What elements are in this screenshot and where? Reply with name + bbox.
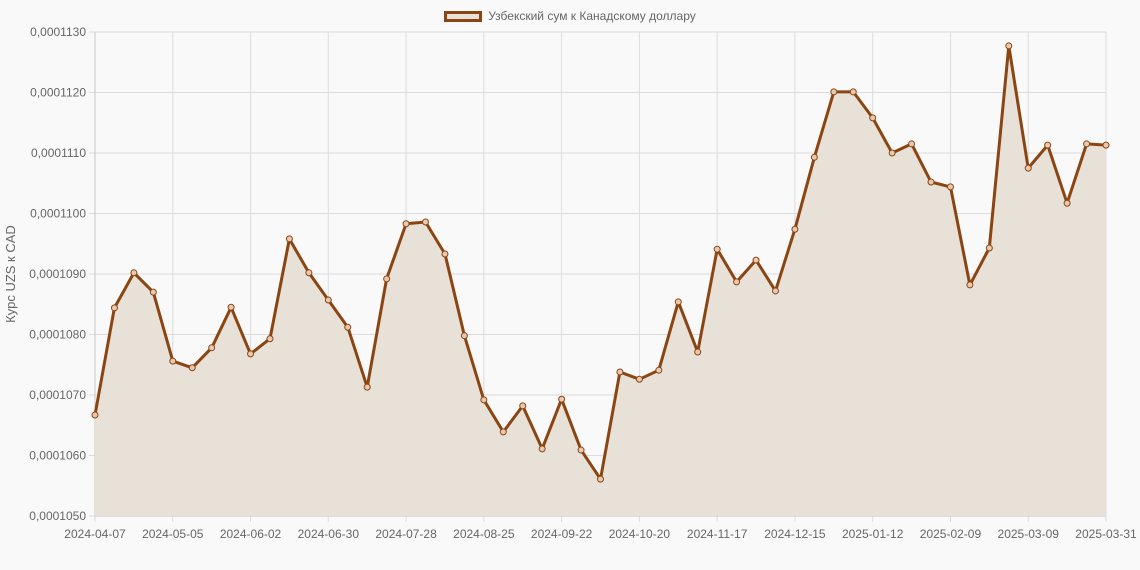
x-tick-label: 2025-03-31 <box>1075 527 1137 541</box>
data-point[interactable] <box>383 275 391 283</box>
x-tick-label: 2024-12-15 <box>764 527 826 541</box>
data-point[interactable] <box>810 153 818 161</box>
data-point[interactable] <box>771 287 779 295</box>
x-tick-label: 2025-02-09 <box>920 527 982 541</box>
data-point[interactable] <box>888 149 896 157</box>
data-point[interactable] <box>519 402 527 410</box>
data-point[interactable] <box>305 269 313 277</box>
data-point[interactable] <box>227 303 235 311</box>
x-tick-label: 2024-10-20 <box>609 527 671 541</box>
x-tick-label: 2024-09-22 <box>531 527 593 541</box>
data-point[interactable] <box>1083 140 1091 148</box>
data-point[interactable] <box>1102 141 1110 149</box>
y-tick-label: 0,0001080 <box>29 328 86 342</box>
y-tick-label: 0,0001130 <box>30 25 86 39</box>
x-tick-label: 2025-03-09 <box>998 527 1060 541</box>
data-point[interactable] <box>460 332 468 340</box>
x-tick-label: 2024-08-25 <box>453 527 515 541</box>
data-points <box>91 42 1110 483</box>
chart-legend[interactable]: Узбекский сум к Канадскому доллару <box>0 6 1140 26</box>
data-point[interactable] <box>733 278 741 286</box>
data-point[interactable] <box>402 220 410 228</box>
data-point[interactable] <box>927 178 935 186</box>
data-point[interactable] <box>538 445 546 453</box>
legend-swatch <box>444 10 483 22</box>
data-point[interactable] <box>849 88 857 96</box>
data-point[interactable] <box>324 296 332 304</box>
x-tick-label: 2024-11-17 <box>687 527 748 541</box>
data-point[interactable] <box>1005 42 1013 50</box>
x-tick-label: 2024-04-07 <box>64 527 126 541</box>
legend-label: Узбекский сум к Канадскому доллару <box>488 9 696 23</box>
data-point[interactable] <box>655 366 663 374</box>
data-point[interactable] <box>635 375 643 383</box>
area-fill <box>95 45 1106 517</box>
data-point[interactable] <box>1044 141 1052 149</box>
y-tick-label: 0,0001110 <box>31 146 86 160</box>
data-point[interactable] <box>908 140 916 148</box>
data-point[interactable] <box>149 288 157 296</box>
data-point[interactable] <box>130 269 138 277</box>
data-point[interactable] <box>694 348 702 356</box>
data-point[interactable] <box>422 218 430 226</box>
x-tick-label: 2025-01-12 <box>842 527 904 541</box>
y-tick-label: 0,0001120 <box>30 86 86 100</box>
data-point[interactable] <box>985 244 993 252</box>
data-point[interactable] <box>1024 164 1032 172</box>
data-point[interactable] <box>1063 199 1071 207</box>
y-tick-label: 0,0001090 <box>29 267 86 281</box>
x-tick-label: 2024-05-05 <box>142 527 204 541</box>
data-point[interactable] <box>946 183 954 191</box>
x-axis-ticks: 2024-04-07 2024-05-05 2024-06-02 2024-06-30… <box>64 527 1137 541</box>
y-tick-label: 0,0001050 <box>29 509 86 523</box>
data-point[interactable] <box>441 250 449 258</box>
data-point[interactable] <box>266 335 274 343</box>
data-point[interactable] <box>363 383 371 391</box>
y-tick-label: 0,0001100 <box>30 207 86 221</box>
data-point[interactable] <box>208 344 216 352</box>
data-point[interactable] <box>577 446 585 454</box>
x-tick-label: 2024-07-28 <box>375 527 437 541</box>
data-point[interactable] <box>674 298 682 306</box>
data-point[interactable] <box>713 245 721 253</box>
data-point[interactable] <box>499 428 507 436</box>
data-point[interactable] <box>91 411 99 419</box>
data-point[interactable] <box>830 88 838 96</box>
data-point[interactable] <box>752 256 760 264</box>
data-point[interactable] <box>616 368 624 376</box>
data-point[interactable] <box>188 364 196 372</box>
data-point[interactable] <box>344 323 352 331</box>
data-point[interactable] <box>110 304 118 312</box>
data-point[interactable] <box>869 114 877 122</box>
data-point[interactable] <box>285 235 293 243</box>
data-point[interactable] <box>247 350 255 358</box>
y-tick-label: 0,0001060 <box>29 449 86 463</box>
x-tick-label: 2024-06-30 <box>298 527 360 541</box>
data-point[interactable] <box>480 396 488 404</box>
data-point[interactable] <box>597 475 604 483</box>
y-axis-ticks: 0,0001050 0,0001060 0,0001070 0,0001080 0,00… <box>29 25 86 523</box>
data-point[interactable] <box>791 225 799 233</box>
y-tick-label: 0,0001070 <box>29 388 86 402</box>
data-point[interactable] <box>966 281 974 289</box>
data-point[interactable] <box>169 357 177 365</box>
data-point[interactable] <box>558 395 566 403</box>
x-tick-label: 2024-06-02 <box>220 527 282 541</box>
